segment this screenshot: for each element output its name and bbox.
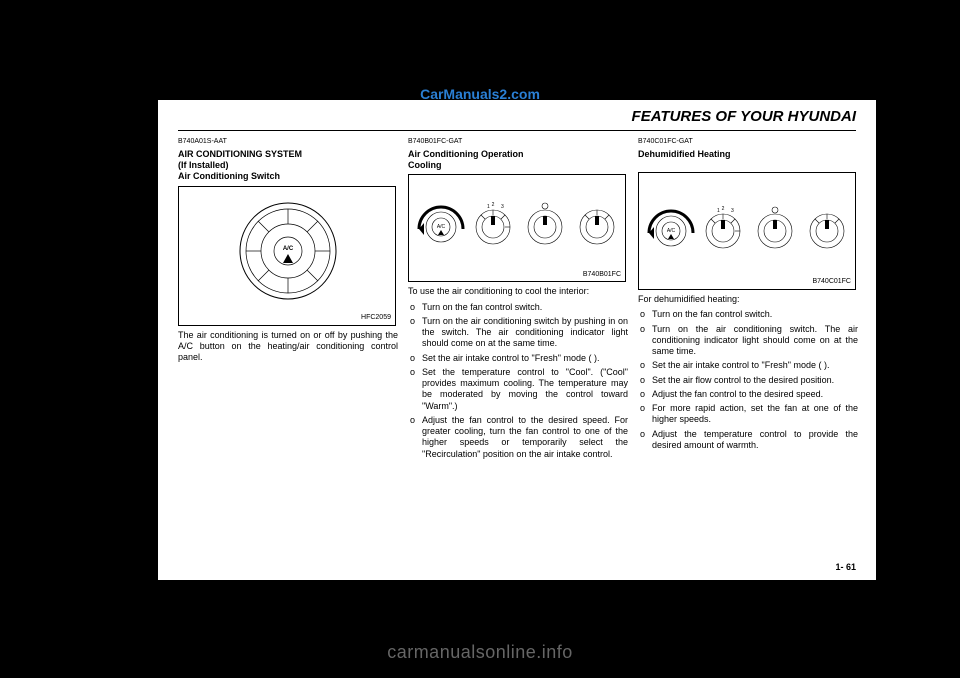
svg-text:3: 3: [501, 204, 504, 210]
list-item: Set the temperature control to "Cool". (…: [408, 367, 628, 412]
dehumidified-steps-list: Turn on the fan control switch. Turn on …: [638, 309, 858, 451]
column-3: B740C01FC-GAT Dehumidified Heating A/C: [638, 138, 858, 454]
list-item: Turn on the air conditioning switch by p…: [408, 316, 628, 350]
body-text: The air conditioning is turned on or off…: [178, 330, 398, 364]
column-2: B740B01FC-GAT Air Conditioning Operation…: [408, 138, 628, 463]
figure-caption: B740B01FC: [583, 271, 621, 280]
intro-text: For dehumidified heating:: [638, 294, 858, 305]
figure-dehumidified-panel: A/C 1 2 3: [638, 172, 856, 290]
heading-cooling: Cooling: [408, 160, 628, 171]
watermark: carmanualsonline.info: [0, 642, 960, 663]
list-item: For more rapid action, set the fan at on…: [638, 403, 858, 426]
svg-text:1: 1: [717, 208, 720, 214]
heading-ac-system: AIR CONDITIONING SYSTEM: [178, 149, 398, 160]
section-code: B740B01FC-GAT: [408, 138, 628, 147]
list-item: Set the air flow control to the desired …: [638, 375, 858, 386]
svg-text:2: 2: [722, 206, 725, 212]
column-1: B740A01S-AAT AIR CONDITIONING SYSTEM (If…: [178, 138, 398, 363]
title-rule: [178, 130, 856, 131]
dehumidified-panel-illustration: A/C 1 2 3: [639, 173, 857, 291]
figure-caption: HFC2059: [361, 314, 391, 323]
figure-ac-switch: A/C HFC2059: [178, 186, 396, 326]
list-item: Adjust the temperature control to provid…: [638, 429, 858, 452]
section-code: B740C01FC-GAT: [638, 138, 858, 147]
ac-dial-illustration: A/C: [179, 187, 397, 327]
svg-text:A/C: A/C: [437, 224, 446, 230]
list-item: Turn on the air conditioning switch. The…: [638, 324, 858, 358]
figure-caption: B740C01FC: [812, 278, 851, 287]
heading-ac-switch: Air Conditioning Switch: [178, 171, 398, 182]
svg-text:3: 3: [731, 208, 734, 214]
svg-text:1: 1: [487, 204, 490, 210]
heading-dehumidified: Dehumidified Heating: [638, 149, 858, 160]
list-item: Set the air intake control to "Fresh" mo…: [638, 360, 858, 371]
list-item: Turn on the fan control switch.: [408, 302, 628, 313]
cooling-steps-list: Turn on the fan control switch. Turn on …: [408, 302, 628, 460]
heading-ac-operation: Air Conditioning Operation: [408, 149, 628, 160]
page-title: FEATURES OF YOUR HYUNDAI: [632, 108, 856, 125]
list-item: Set the air intake control to "Fresh" mo…: [408, 353, 628, 364]
list-item: Adjust the fan control to the desired sp…: [408, 415, 628, 460]
list-item: Adjust the fan control to the desired sp…: [638, 389, 858, 400]
figure-cooling-panel: A/C 1 2 3: [408, 174, 626, 282]
svg-text:2: 2: [492, 202, 495, 208]
cooling-panel-illustration: A/C 1 2 3: [409, 175, 627, 283]
svg-text:A/C: A/C: [283, 246, 294, 252]
manual-page: FEATURES OF YOUR HYUNDAI B740A01S-AAT AI…: [158, 100, 876, 580]
intro-text: To use the air conditioning to cool the …: [408, 286, 628, 297]
svg-text:A/C: A/C: [667, 228, 676, 234]
heading-if-installed: (If Installed): [178, 160, 398, 171]
list-item: Turn on the fan control switch.: [638, 309, 858, 320]
section-code: B740A01S-AAT: [178, 138, 398, 147]
page-number: 1- 61: [835, 562, 856, 572]
